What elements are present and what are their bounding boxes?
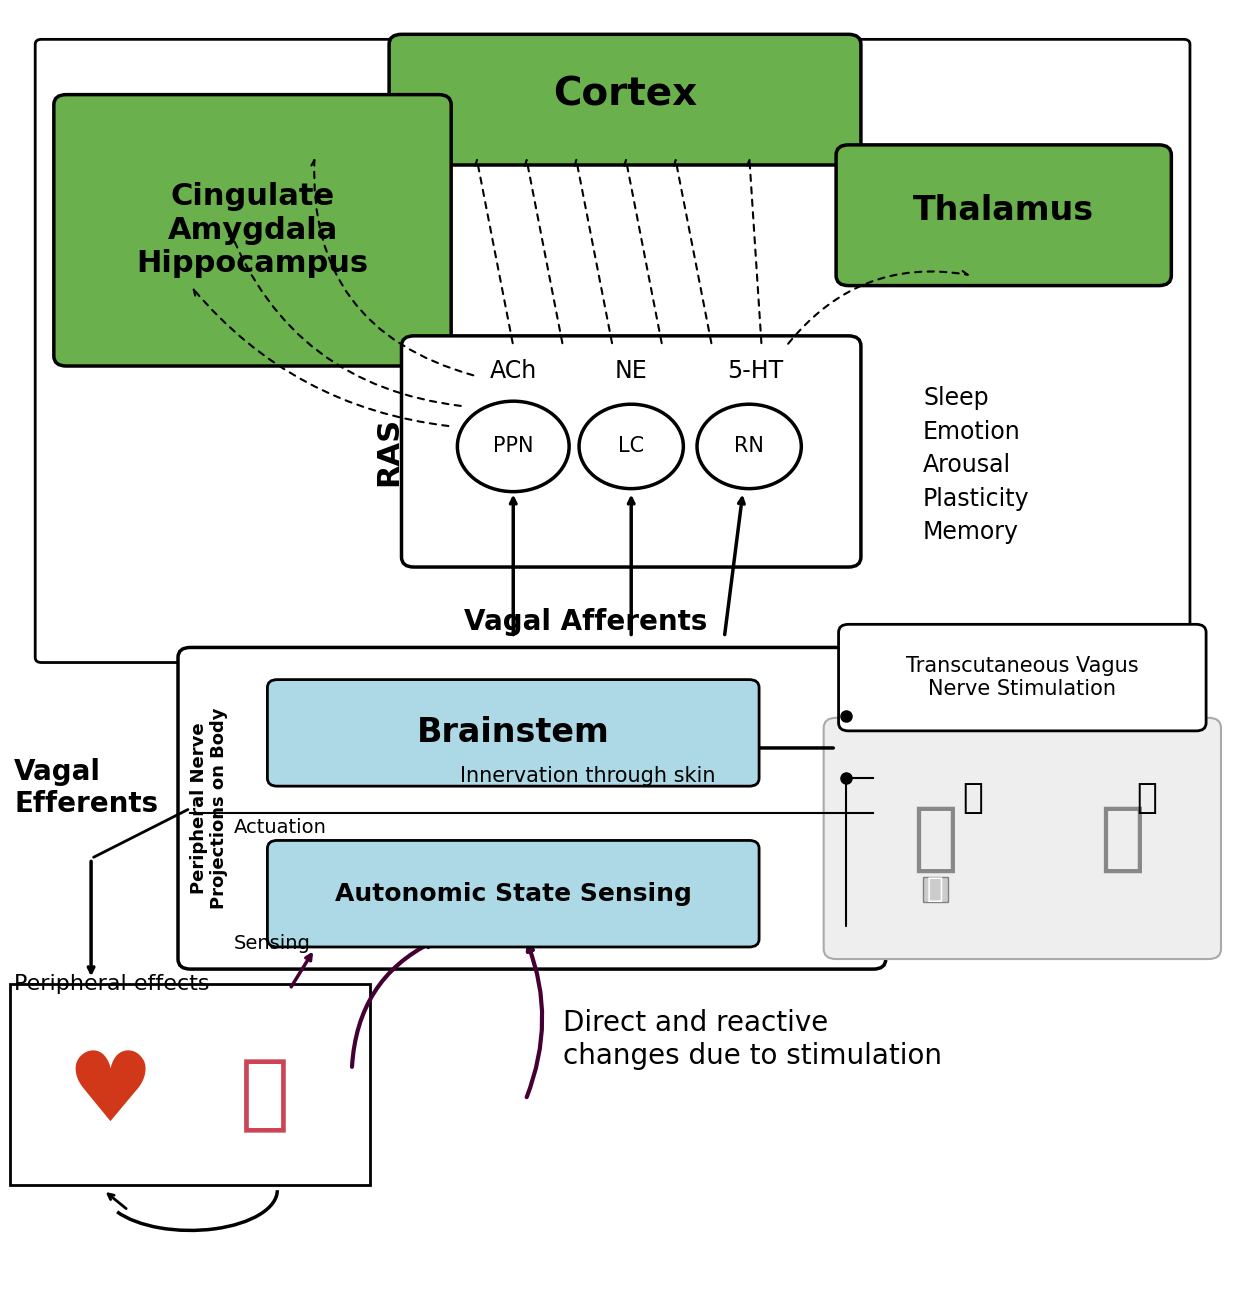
FancyBboxPatch shape <box>824 718 1221 959</box>
Text: Actuation: Actuation <box>234 818 326 838</box>
FancyBboxPatch shape <box>177 647 886 969</box>
FancyBboxPatch shape <box>839 625 1206 731</box>
Text: Peripheral effects: Peripheral effects <box>14 974 210 994</box>
Text: Peripheral Nerve
Projections on Body: Peripheral Nerve Projections on Body <box>190 707 229 909</box>
FancyBboxPatch shape <box>54 95 451 366</box>
Text: Cortex: Cortex <box>552 76 698 113</box>
Text: 🫁: 🫁 <box>240 1055 290 1135</box>
Text: RAS: RAS <box>375 417 404 487</box>
FancyBboxPatch shape <box>35 39 1190 663</box>
Text: 5-HT: 5-HT <box>728 359 784 383</box>
Text: Vagal Afferents: Vagal Afferents <box>464 609 708 636</box>
Text: Thalamus: Thalamus <box>914 193 1094 226</box>
FancyBboxPatch shape <box>268 840 759 947</box>
Text: Transcutaneous Vagus
Nerve Stimulation: Transcutaneous Vagus Nerve Stimulation <box>906 656 1139 700</box>
Text: 👤: 👤 <box>1099 801 1145 876</box>
Text: Autonomic State Sensing: Autonomic State Sensing <box>335 881 691 906</box>
FancyBboxPatch shape <box>836 145 1171 285</box>
Text: LC: LC <box>619 437 644 456</box>
Text: 🧠: 🧠 <box>962 781 982 815</box>
Text: ACh: ACh <box>490 359 538 383</box>
FancyBboxPatch shape <box>401 335 861 567</box>
Text: RN: RN <box>734 437 764 456</box>
Text: ♥: ♥ <box>66 1048 154 1141</box>
FancyBboxPatch shape <box>389 34 861 164</box>
Text: PPN: PPN <box>492 437 534 456</box>
Text: Innervation through skin: Innervation through skin <box>460 767 715 786</box>
Text: NE: NE <box>615 359 648 383</box>
FancyBboxPatch shape <box>10 984 370 1185</box>
Text: Brainstem: Brainstem <box>418 717 610 750</box>
Text: Cingulate
Amygdala
Hippocampus: Cingulate Amygdala Hippocampus <box>136 183 369 279</box>
Text: 👤: 👤 <box>912 801 959 876</box>
Text: 🧠: 🧠 <box>1136 781 1158 815</box>
Text: Direct and reactive
changes due to stimulation: Direct and reactive changes due to stimu… <box>562 1009 942 1069</box>
FancyBboxPatch shape <box>268 680 759 786</box>
Text: Sleep
Emotion
Arousal
Plasticity
Memory: Sleep Emotion Arousal Plasticity Memory <box>922 387 1030 544</box>
Text: Sensing: Sensing <box>234 934 311 953</box>
Text: Vagal
Efferents: Vagal Efferents <box>14 757 159 818</box>
Text: ⬜: ⬜ <box>928 874 944 902</box>
